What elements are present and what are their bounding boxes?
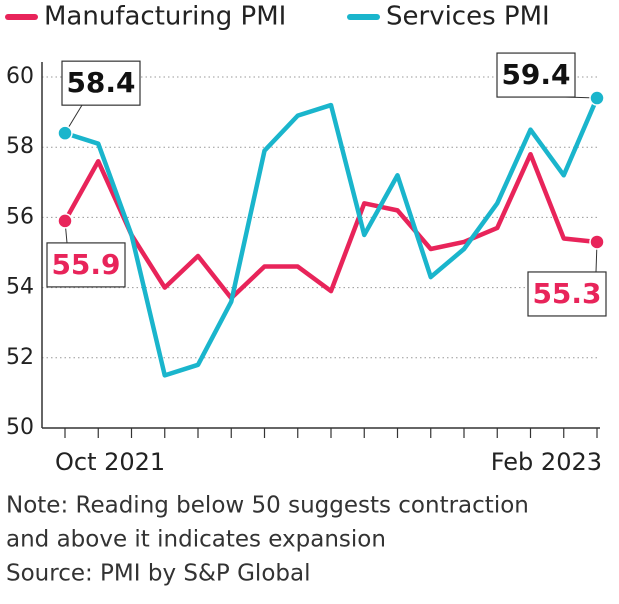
end-point	[589, 90, 605, 106]
label-box	[527, 271, 607, 317]
data-label: 58.4	[66, 66, 135, 99]
data-label: 55.9	[51, 248, 120, 281]
y-tick-label: 50	[6, 415, 34, 440]
y-tick-label: 56	[6, 204, 34, 229]
line-series	[63, 151, 598, 301]
end-point	[57, 213, 73, 229]
note: and above it indicates expansion	[6, 527, 386, 553]
label-box	[46, 242, 126, 288]
label-box	[496, 52, 576, 98]
x-tick-label: Oct 2021	[55, 448, 165, 476]
label-box	[61, 60, 141, 106]
data-label: 59.4	[501, 58, 570, 91]
note: Source: PMI by S&P Global	[6, 561, 310, 587]
y-tick-label: 54	[6, 275, 34, 300]
data-label: 55.3	[532, 277, 601, 310]
line-series	[64, 97, 600, 378]
end-point	[589, 234, 605, 250]
legend-label: Manufacturing PMI	[44, 2, 286, 32]
y-tick-label: 52	[6, 345, 34, 370]
x-tick-label: Feb 2023	[491, 448, 602, 476]
y-tick-label: 60	[6, 64, 34, 89]
y-tick-label: 58	[6, 134, 34, 159]
end-point	[57, 125, 73, 141]
legend-label: Services PMI	[386, 2, 550, 32]
note: Note: Reading below 50 suggests contract…	[6, 493, 529, 519]
